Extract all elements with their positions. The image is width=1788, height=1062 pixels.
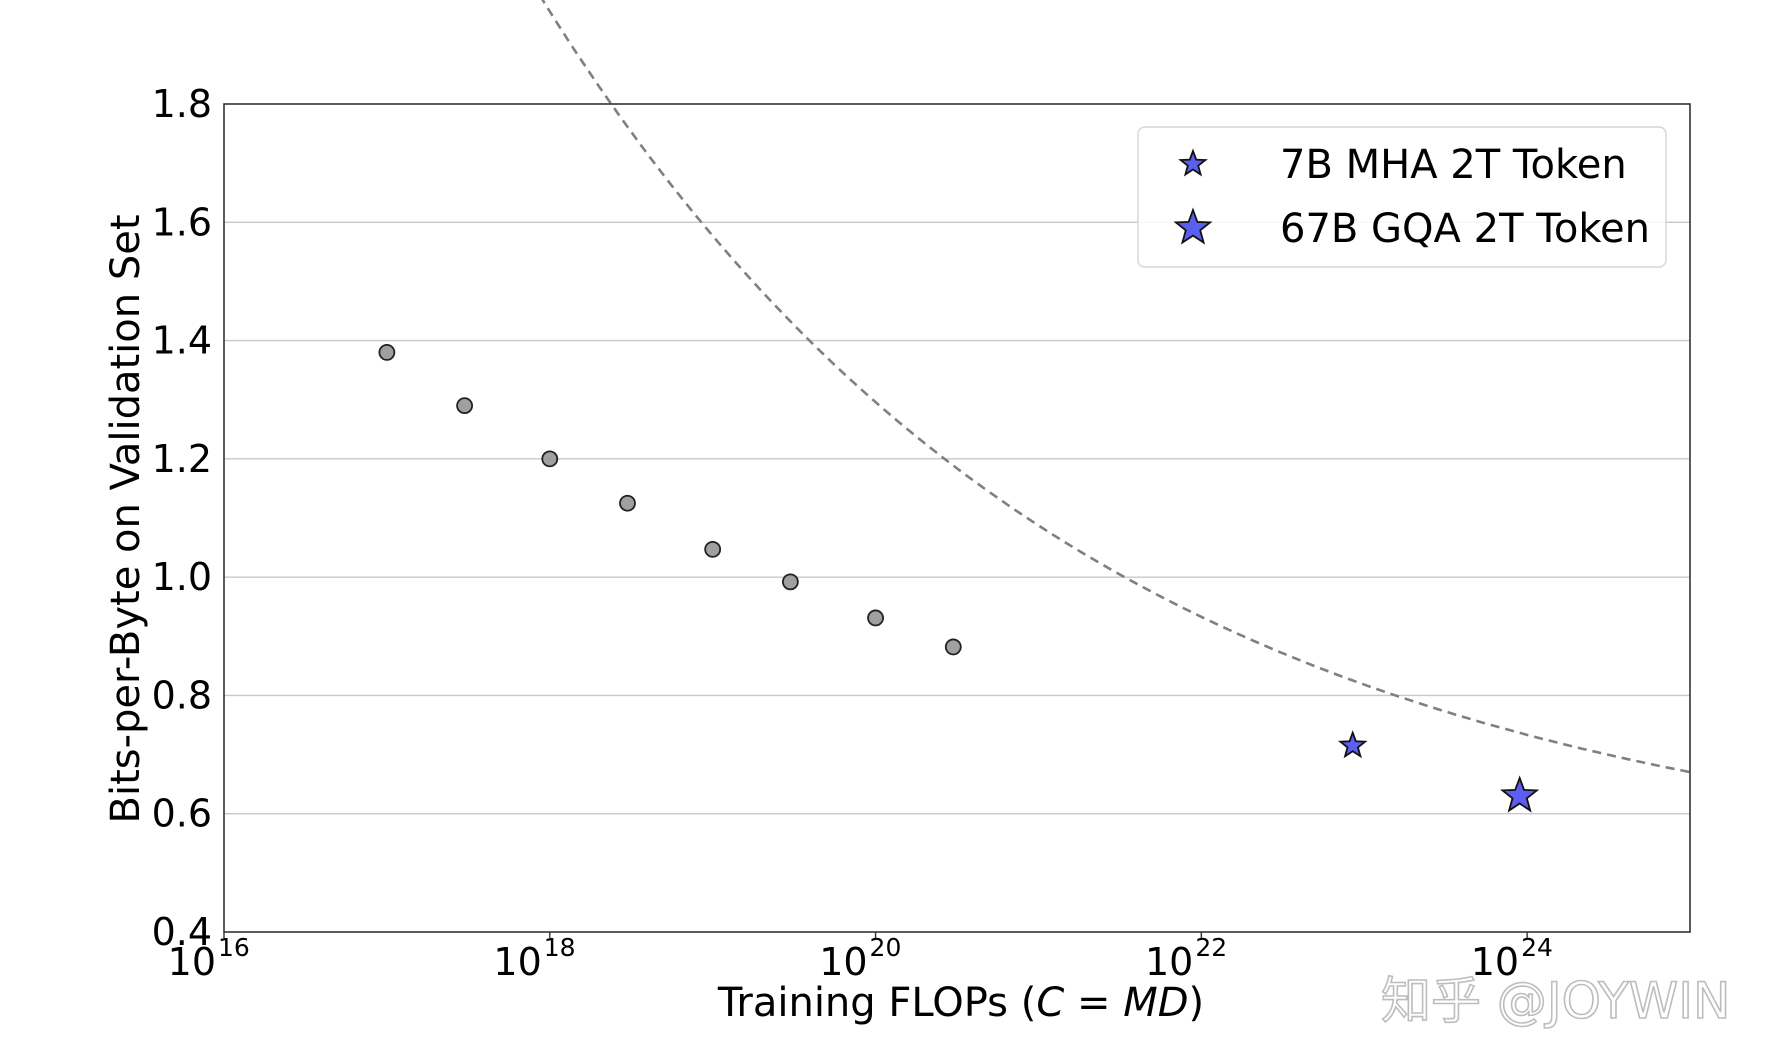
small-model-point [704, 540, 722, 558]
watermark: 知乎 @JOYWIN [1381, 972, 1730, 1030]
plot-frame [223, 103, 1691, 933]
svg-text:10: 10 [1471, 940, 1519, 984]
x-axis-label-prefix: Training FLOPs ( [717, 980, 1036, 1026]
y-tick-label: 1.4 [152, 319, 212, 363]
x-tick-label-1e22: 10 22 [1145, 932, 1227, 984]
legend-label-67b: 67B GQA 2T Token [1280, 206, 1650, 252]
svg-text:10: 10 [493, 940, 541, 984]
star-point-7b [1337, 730, 1368, 759]
y-tick-label: 0.8 [152, 673, 212, 717]
svg-text:10: 10 [168, 940, 216, 984]
svg-text:18: 18 [544, 933, 576, 962]
legend-label-7b: 7B MHA 2T Token [1280, 142, 1627, 188]
small-model-point [619, 494, 636, 512]
small-model-point [378, 343, 396, 361]
y-tick-label: 1.0 [152, 555, 212, 599]
x-tick-label-1e24: 10 24 [1471, 932, 1553, 984]
small-model-point [541, 450, 559, 468]
svg-text:22: 22 [1195, 933, 1227, 962]
y-axis-label: Bits-per-Byte on Validation Set [103, 215, 149, 824]
svg-text:10: 10 [1145, 940, 1193, 984]
y-tick-label: 0.4 [152, 910, 212, 954]
fit-curve-layer [541, 0, 1691, 774]
small-model-point [456, 397, 474, 415]
svg-text:16: 16 [218, 933, 250, 962]
x-tick-label-1e18: 10 18 [493, 932, 576, 984]
x-axis-label: Training FLOPs (C = MD) [717, 980, 1204, 1026]
small-model-point [781, 573, 799, 591]
y-tick-label: 0.6 [152, 792, 212, 836]
x-axis-label-equals: = [1064, 980, 1123, 1026]
fit-curve-line [541, 0, 1691, 774]
x-tick-label-1e16: 10 16 [168, 932, 250, 984]
y-tick-label: 1.2 [152, 437, 212, 481]
grid-lines [224, 221, 1690, 815]
x-axis-label-suffix: ) [1189, 980, 1205, 1026]
x-axis-label-var-md: MD [1123, 980, 1188, 1026]
x-tick-labels: 10 16 10 18 10 20 10 22 10 24 [168, 932, 1553, 984]
legend-star-icon-7b [1178, 148, 1208, 177]
legend: 7B MHA 2T Token 67B GQA 2T Token [1137, 126, 1667, 268]
small-model-point [867, 609, 884, 627]
svg-text:20: 20 [870, 933, 902, 962]
star-point-67b [1500, 775, 1540, 813]
legend-box [1137, 126, 1667, 268]
x-axis-label-var-c: C [1036, 980, 1064, 1026]
legend-star-icon-67b [1173, 207, 1213, 245]
x-tick-label-1e20: 10 20 [819, 932, 901, 984]
data-points [378, 343, 1540, 813]
y-tick-label: 1.8 [152, 82, 212, 126]
svg-text:10: 10 [819, 940, 867, 984]
svg-text:24: 24 [1521, 933, 1553, 962]
y-tick-label: 1.6 [152, 200, 212, 244]
y-tick-labels: 0.4 0.6 0.8 1.0 1.2 1.4 1.6 1.8 [152, 82, 212, 954]
small-model-point [944, 638, 962, 656]
